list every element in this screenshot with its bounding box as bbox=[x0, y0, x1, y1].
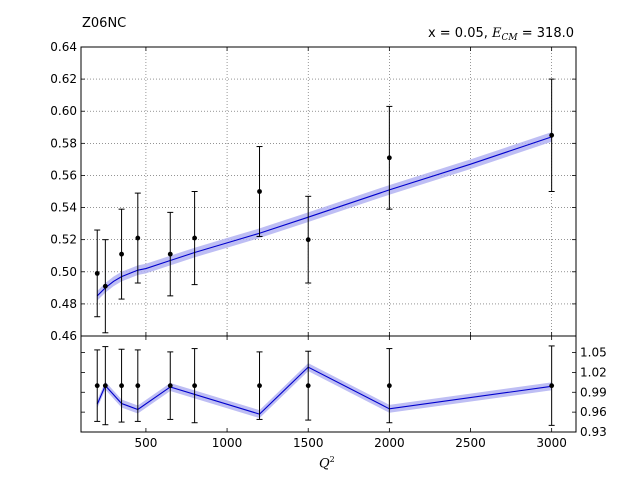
data-point bbox=[549, 383, 555, 389]
x-axis-label-base: Q bbox=[319, 456, 330, 472]
ecm-subscript: CM bbox=[501, 33, 518, 43]
data-point bbox=[94, 270, 100, 276]
x-axis-label: Q2 bbox=[319, 455, 335, 471]
data-point bbox=[119, 251, 124, 257]
y-tick-label: 1.02 bbox=[580, 365, 607, 379]
ecm-symbol: E bbox=[492, 26, 502, 41]
data-point bbox=[549, 132, 555, 138]
y-tick-label: 0.48 bbox=[50, 297, 77, 311]
kinematics-prefix: x = 0.05, bbox=[427, 26, 493, 41]
x-tick-label: 3000 bbox=[536, 436, 567, 450]
uncertainty-band bbox=[97, 132, 552, 301]
kinematics-title: x = 0.05, ECM = 318.0 bbox=[428, 26, 574, 43]
data-point bbox=[102, 383, 108, 389]
uncertainty-band bbox=[97, 363, 552, 419]
data-point bbox=[167, 251, 173, 257]
data-point bbox=[135, 235, 141, 241]
x-tick-label: 500 bbox=[134, 436, 157, 450]
y-tick-label: 0.54 bbox=[50, 201, 77, 215]
data-point bbox=[257, 383, 262, 389]
y-tick-label: 0.62 bbox=[50, 72, 77, 86]
data-point bbox=[305, 383, 311, 389]
data-point bbox=[102, 283, 108, 289]
data-point bbox=[305, 237, 311, 243]
x-tick-label: 1000 bbox=[212, 436, 243, 450]
y-tick-label: 1.05 bbox=[580, 346, 607, 360]
x-axis-label-exponent: 2 bbox=[329, 455, 335, 464]
plot-frame bbox=[80, 46, 577, 337]
y-tick-label: 0.64 bbox=[50, 40, 77, 54]
data-point bbox=[257, 189, 262, 194]
data-point bbox=[386, 383, 392, 389]
x-tick-label: 2500 bbox=[455, 436, 486, 450]
x-tick-label: 2000 bbox=[374, 436, 405, 450]
data-point bbox=[192, 235, 198, 241]
y-tick-label: 0.56 bbox=[50, 168, 77, 182]
data-point bbox=[94, 383, 100, 389]
data-point bbox=[167, 383, 173, 389]
data-point bbox=[192, 383, 198, 389]
plot-frame bbox=[80, 335, 577, 433]
y-tick-label: 0.60 bbox=[50, 104, 77, 118]
data-point bbox=[135, 383, 141, 389]
y-tick-label: 0.93 bbox=[580, 425, 607, 439]
ratio-panel: 0.93 0.96 0.99 1.02 1.05 500 1000 1500 2000 2500 3… bbox=[80, 335, 607, 450]
data-point bbox=[119, 383, 124, 389]
y-tick-label: 0.58 bbox=[50, 136, 77, 150]
y-tick-label: 0.99 bbox=[580, 385, 607, 399]
main-panel: 0.46 0.48 0.50 0.52 0.54 0.56 0.58 0.60 0.62 0.64 bbox=[50, 40, 577, 343]
x-tick-label: 1500 bbox=[293, 436, 324, 450]
y-tick-label: 0.52 bbox=[50, 233, 77, 247]
data-point bbox=[386, 155, 392, 161]
y-tick-label: 0.46 bbox=[50, 329, 77, 343]
y-tick-label: 0.50 bbox=[50, 265, 77, 279]
y-tick-label: 0.96 bbox=[580, 405, 607, 419]
dataset-title: Z06NC bbox=[82, 16, 127, 31]
kinematics-suffix: = 318.0 bbox=[517, 26, 574, 41]
